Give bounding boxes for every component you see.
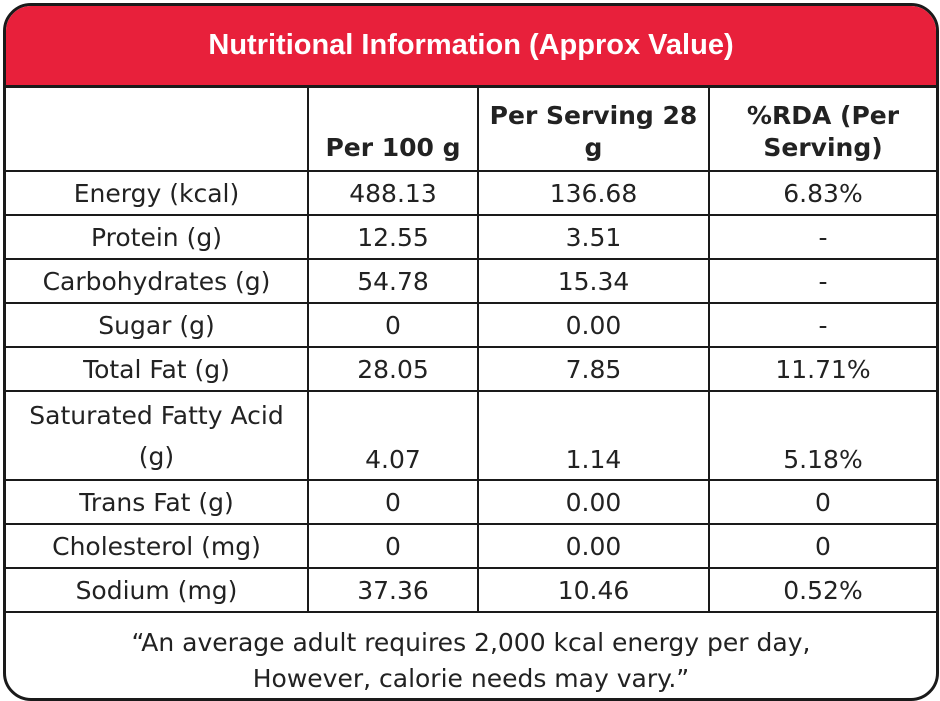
table-row: Total Fat (g) 28.05 7.85 11.71% <box>6 346 936 392</box>
column-header-nutrient <box>6 88 309 172</box>
per-serving-value: 0.00 <box>477 302 710 348</box>
nutrient-label: Sodium (mg) <box>6 567 309 613</box>
rda-value: 0.52% <box>708 567 936 613</box>
nutrition-card: Nutritional Information (Approx Value) P… <box>3 3 939 701</box>
table-row: Energy (kcal) 488.13 136.68 6.83% <box>6 170 936 216</box>
nutrition-table: Per 100 g Per Serving 28 g %RDA (Per Ser… <box>6 88 936 613</box>
table-row: Saturated Fatty Acid (g) 4.07 1.14 5.18% <box>6 390 936 481</box>
table-row: Sodium (mg) 37.36 10.46 0.52% <box>6 567 936 613</box>
nutrient-label: Sugar (g) <box>6 302 309 348</box>
column-header-per-serving: Per Serving 28 g <box>477 88 710 172</box>
rda-value: - <box>708 302 936 348</box>
nutrient-label: Carbohydrates (g) <box>6 258 309 304</box>
footer-note: “An average adult requires 2,000 kcal en… <box>6 613 936 697</box>
per-serving-value: 136.68 <box>477 170 710 216</box>
nutrient-label: Protein (g) <box>6 214 309 260</box>
rda-value: - <box>708 258 936 304</box>
per-100g-value: 488.13 <box>307 170 479 216</box>
per-100g-value: 54.78 <box>307 258 479 304</box>
table-row: Trans Fat (g) 0 0.00 0 <box>6 479 936 525</box>
rda-value: - <box>708 214 936 260</box>
nutrient-label: Energy (kcal) <box>6 170 309 216</box>
nutrient-label: Total Fat (g) <box>6 346 309 392</box>
footer-note-line-1: “An average adult requires 2,000 kcal en… <box>131 628 811 657</box>
table-row: Protein (g) 12.55 3.51 - <box>6 214 936 260</box>
per-serving-value: 10.46 <box>477 567 710 613</box>
table-row: Sugar (g) 0 0.00 - <box>6 302 936 348</box>
per-100g-value: 37.36 <box>307 567 479 613</box>
table-row: Carbohydrates (g) 54.78 15.34 - <box>6 258 936 304</box>
per-serving-value: 7.85 <box>477 346 710 392</box>
per-serving-value: 1.14 <box>477 390 710 481</box>
per-100g-value: 4.07 <box>307 390 479 481</box>
footer-note-line-2: However, calorie needs may vary.” <box>252 664 690 693</box>
per-100g-value: 12.55 <box>307 214 479 260</box>
table-row: Cholesterol (mg) 0 0.00 0 <box>6 523 936 569</box>
per-serving-value: 0.00 <box>477 479 710 525</box>
nutrient-label: Trans Fat (g) <box>6 479 309 525</box>
nutrition-title: Nutritional Information (Approx Value) <box>6 6 936 88</box>
per-100g-value: 28.05 <box>307 346 479 392</box>
column-header-per-100g: Per 100 g <box>307 88 479 172</box>
nutrient-label: Saturated Fatty Acid (g) <box>6 390 309 481</box>
table-header-row: Per 100 g Per Serving 28 g %RDA (Per Ser… <box>6 88 936 172</box>
rda-value: 11.71% <box>708 346 936 392</box>
rda-value: 5.18% <box>708 390 936 481</box>
per-100g-value: 0 <box>307 479 479 525</box>
rda-value: 0 <box>708 479 936 525</box>
per-serving-value: 3.51 <box>477 214 710 260</box>
rda-value: 6.83% <box>708 170 936 216</box>
per-serving-value: 15.34 <box>477 258 710 304</box>
per-100g-value: 0 <box>307 302 479 348</box>
per-serving-value: 0.00 <box>477 523 710 569</box>
rda-value: 0 <box>708 523 936 569</box>
per-100g-value: 0 <box>307 523 479 569</box>
column-header-rda: %RDA (Per Serving) <box>708 88 936 172</box>
nutrient-label: Cholesterol (mg) <box>6 523 309 569</box>
